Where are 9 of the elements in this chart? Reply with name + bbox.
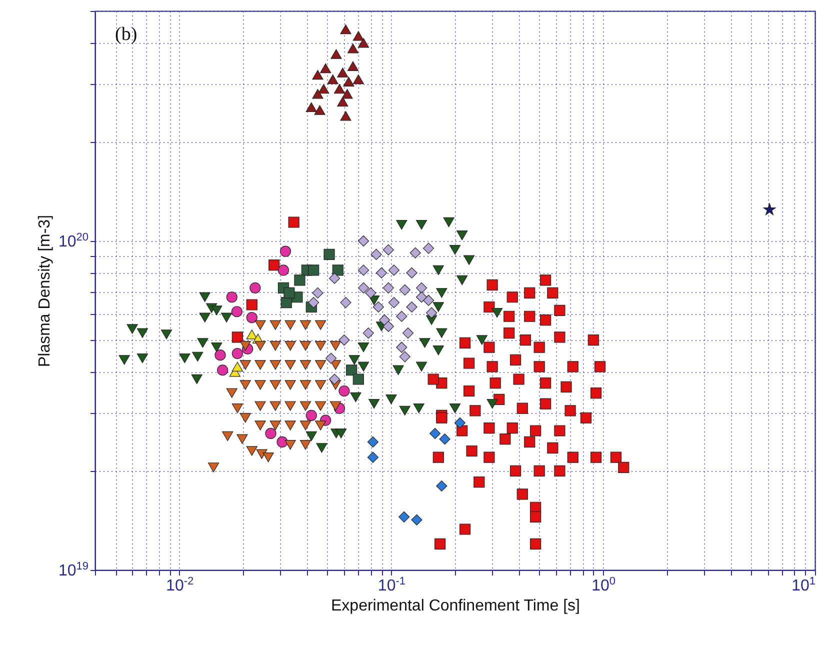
x-tick-label: 10$^{0}$	[592, 576, 616, 594]
y-axis-title: Plasma Density [m-3]	[36, 214, 54, 368]
x-axis-title: Experimental Confinement Time [s]	[331, 598, 580, 614]
x-tick-label: 10$^{-1}$	[378, 576, 406, 594]
y-tick-label: 10$^{20}$	[58, 231, 88, 250]
x-tick-label: 10$^{-2}$	[166, 576, 194, 594]
annotation: (b)	[115, 24, 138, 45]
x-tick-label: 10$^{1}$	[792, 576, 816, 594]
y-tick-label: 10$^{19}$	[58, 560, 88, 580]
